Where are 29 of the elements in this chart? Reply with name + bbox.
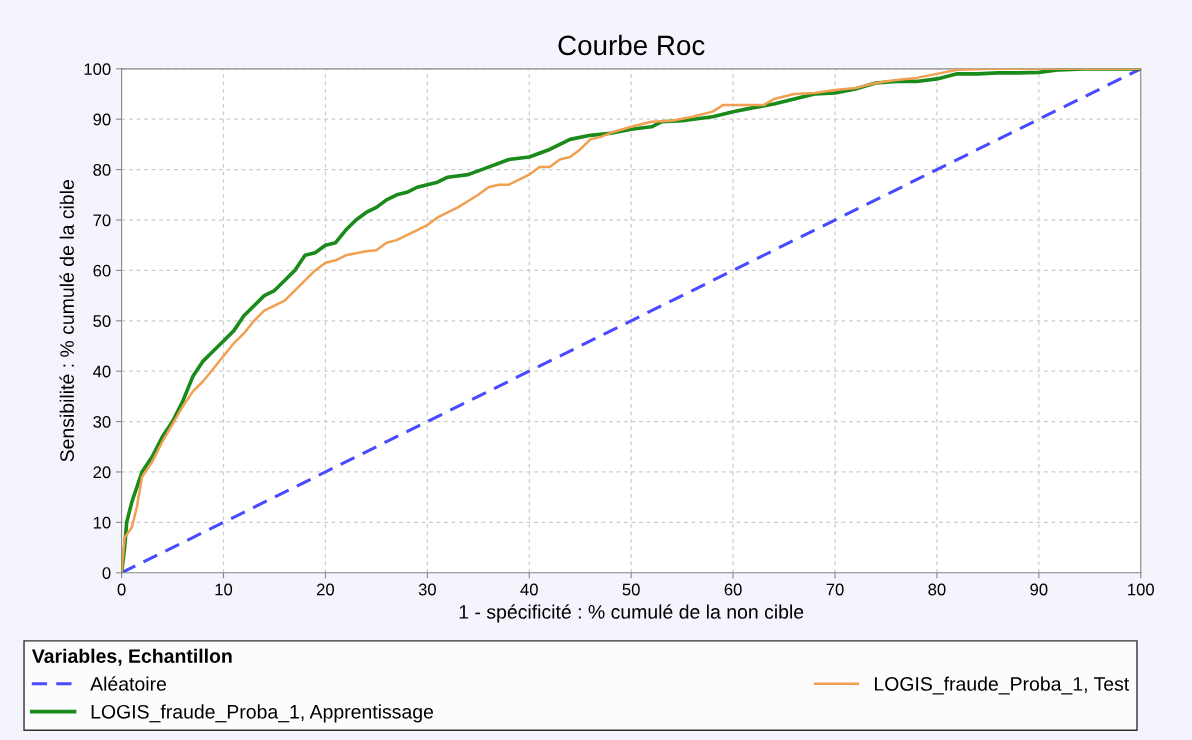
x-tick-label: 90 [1030,583,1048,596]
y-tick-label: 100 [84,63,111,76]
x-tick-label: 50 [622,583,640,596]
x-tick-label: 30 [418,583,436,596]
y-tick-label: 90 [93,113,111,126]
y-tick-label: 10 [93,516,111,529]
y-tick-label: 40 [93,365,111,378]
x-tick-label: 70 [826,583,844,596]
legend-label: LOGIS_fraude_Proba_1, Test [874,676,1130,695]
x-tick-label: 40 [520,583,538,596]
legend-label: Aléatoire [90,676,167,691]
y-tick-label: 20 [93,466,111,479]
y-tick-label: 60 [93,264,111,277]
y-tick-label: 80 [93,164,111,176]
x-tick-label: 20 [316,583,335,596]
y-tick-label: 50 [93,315,111,327]
y-axis-title: Sensibilité : % cumulé de la cible [59,180,74,462]
x-tick-label: 100 [1128,583,1154,596]
y-tick-label: 70 [93,214,111,227]
y-tick-label: 30 [93,415,111,428]
x-tick-label: 10 [215,583,233,596]
chart-title: Courbe Roc [558,34,705,56]
legend-title: Variables, Echantillon [31,648,232,666]
x-axis-title: 1 - spécificité : % cumulé de la non cible [459,604,804,623]
y-tick-label: 0 [102,567,111,579]
x-tick-label: 80 [928,583,946,596]
legend-label: LOGIS_fraude_Proba_1, Apprentissage [91,704,434,723]
x-tick-label: 60 [724,583,742,596]
x-tick-label: 0 [117,583,126,596]
